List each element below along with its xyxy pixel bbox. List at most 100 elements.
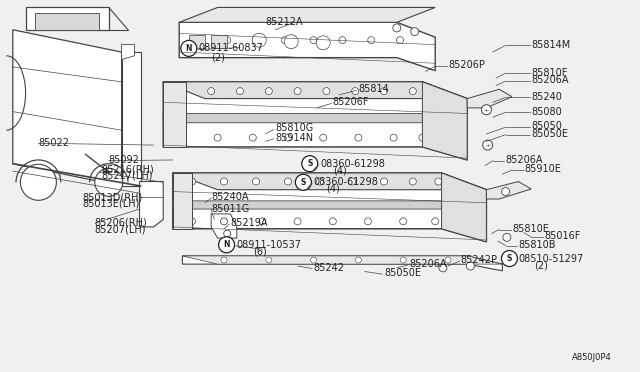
Text: 85092: 85092 [109, 155, 140, 165]
Text: (4): (4) [333, 166, 346, 175]
Circle shape [180, 40, 197, 57]
Circle shape [20, 164, 56, 200]
Circle shape [224, 230, 230, 237]
Text: 85206F: 85206F [333, 97, 369, 107]
Circle shape [339, 37, 346, 44]
Circle shape [330, 218, 336, 225]
Polygon shape [422, 82, 467, 160]
Text: S: S [507, 254, 512, 263]
Circle shape [284, 35, 298, 49]
Polygon shape [179, 7, 435, 22]
Text: 85013E(LH): 85013E(LH) [82, 199, 140, 209]
Text: 85212A: 85212A [266, 17, 303, 27]
Text: N: N [186, 44, 192, 53]
Circle shape [282, 37, 288, 44]
Circle shape [179, 134, 186, 141]
Circle shape [224, 218, 230, 225]
Polygon shape [35, 13, 99, 30]
Polygon shape [467, 89, 512, 108]
Circle shape [390, 134, 397, 141]
Circle shape [410, 178, 416, 185]
Text: 85050: 85050 [531, 122, 562, 131]
Text: 85050E: 85050E [531, 129, 568, 139]
Circle shape [221, 218, 227, 225]
Text: 85022: 85022 [38, 138, 69, 148]
Circle shape [419, 134, 426, 141]
Text: 08360-61298: 08360-61298 [314, 177, 378, 187]
Circle shape [317, 178, 323, 185]
Text: 85206P: 85206P [448, 60, 485, 70]
Polygon shape [211, 214, 237, 238]
Text: 85050E: 85050E [384, 269, 421, 278]
Circle shape [208, 88, 214, 94]
Circle shape [368, 37, 374, 44]
Circle shape [189, 178, 195, 185]
Circle shape [253, 37, 259, 44]
Circle shape [381, 88, 387, 94]
Circle shape [259, 218, 266, 225]
Text: 85206(RH): 85206(RH) [95, 218, 147, 227]
Polygon shape [189, 35, 205, 48]
Circle shape [95, 168, 123, 196]
Text: 85011G: 85011G [211, 204, 250, 214]
Circle shape [410, 88, 416, 94]
Circle shape [503, 233, 511, 241]
Circle shape [302, 155, 317, 172]
Polygon shape [182, 256, 502, 271]
Polygon shape [163, 82, 467, 160]
Polygon shape [179, 22, 435, 71]
Text: 08360-61298: 08360-61298 [320, 159, 385, 169]
Circle shape [397, 37, 403, 44]
Circle shape [400, 257, 406, 263]
Polygon shape [173, 173, 192, 229]
Text: (2): (2) [211, 53, 225, 62]
Polygon shape [442, 173, 486, 242]
Circle shape [253, 178, 259, 185]
Circle shape [355, 257, 362, 263]
Circle shape [221, 257, 227, 263]
Polygon shape [140, 182, 163, 227]
Text: 85219A: 85219A [230, 218, 268, 228]
Text: 85242: 85242 [314, 263, 344, 273]
Polygon shape [13, 30, 122, 186]
Text: 85207(LH): 85207(LH) [95, 224, 146, 234]
Text: 85814M: 85814M [531, 40, 570, 49]
Circle shape [310, 37, 317, 44]
Text: 85240: 85240 [531, 92, 562, 102]
Text: (4): (4) [326, 184, 340, 194]
Circle shape [355, 134, 362, 141]
Polygon shape [163, 113, 467, 134]
Circle shape [432, 218, 438, 225]
Text: 08510-51297: 08510-51297 [518, 254, 584, 263]
Text: (6): (6) [253, 247, 266, 256]
Circle shape [502, 250, 518, 267]
Text: 85810E: 85810E [512, 224, 549, 234]
Text: 85206A: 85206A [506, 155, 543, 165]
Circle shape [252, 33, 266, 47]
Circle shape [365, 218, 371, 225]
Circle shape [250, 134, 256, 141]
Text: 85016F: 85016F [544, 231, 580, 241]
Circle shape [439, 264, 447, 272]
Polygon shape [163, 82, 467, 99]
Circle shape [310, 257, 317, 263]
Circle shape [481, 105, 492, 115]
Circle shape [285, 178, 291, 185]
Circle shape [266, 88, 272, 94]
Text: 85216(RH): 85216(RH) [101, 164, 154, 174]
Text: 85810G: 85810G [275, 124, 314, 133]
Circle shape [294, 88, 301, 94]
Polygon shape [173, 201, 486, 219]
Circle shape [294, 218, 301, 225]
Text: S: S [301, 178, 306, 187]
Circle shape [195, 37, 202, 44]
Circle shape [483, 140, 493, 150]
Circle shape [237, 88, 243, 94]
Text: 85810F: 85810F [531, 68, 568, 77]
Polygon shape [122, 52, 141, 186]
Polygon shape [26, 7, 109, 30]
Circle shape [285, 134, 291, 141]
Polygon shape [122, 45, 134, 60]
Circle shape [214, 134, 221, 141]
Polygon shape [173, 173, 486, 190]
